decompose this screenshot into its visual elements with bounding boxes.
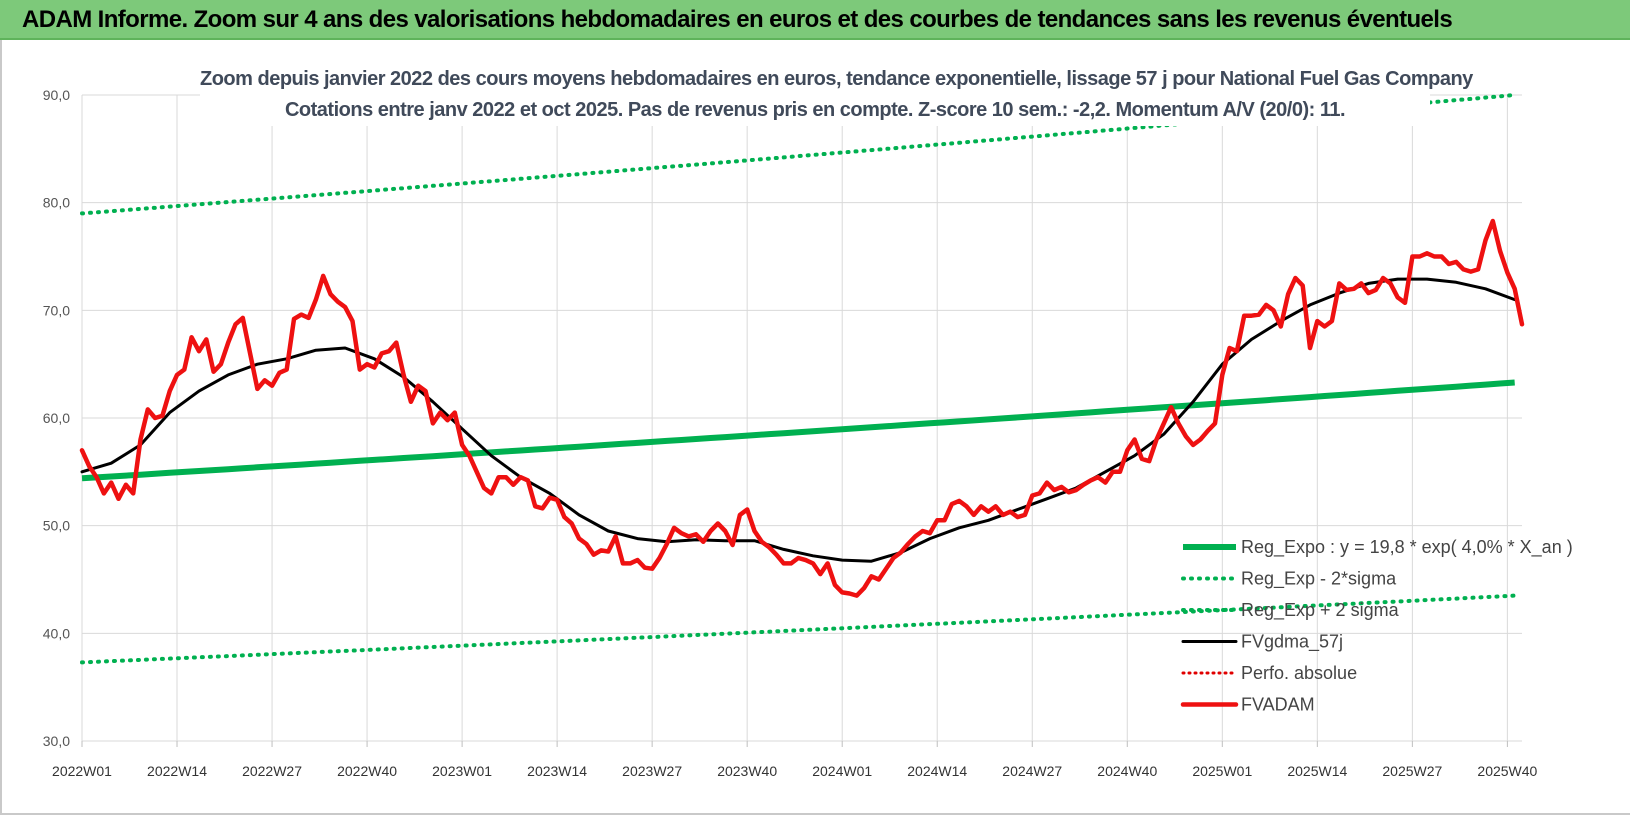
legend-label: Reg_Exp + 2 sigma: [1241, 600, 1400, 621]
x-tick-label: 2024W01: [812, 763, 872, 779]
chart-frame: [0, 40, 1630, 815]
y-tick-label: 60,0: [43, 410, 70, 426]
x-axis-ticks: 2022W01 2022W14 2022W27 2022W40 2023W01 2023W…: [52, 763, 1538, 779]
x-tick-label: 2022W27: [242, 763, 302, 779]
legend-label: FVADAM: [1241, 695, 1315, 715]
page-title: ADAM Informe. Zoom sur 4 ans des valoris…: [22, 6, 1453, 33]
reg-exp-plus-2sigma-line: [80, 93, 1517, 216]
x-tick-label: 2025W14: [1287, 763, 1347, 779]
y-tick-label: 30,0: [43, 733, 70, 749]
x-tick-label: 2024W27: [1002, 763, 1062, 779]
x-tick-label: 2022W01: [52, 763, 112, 779]
header-bar: ADAM Informe. Zoom sur 4 ans des valoris…: [0, 0, 1630, 40]
y-tick-label: 80,0: [43, 195, 70, 211]
x-tick-label: 2024W40: [1097, 763, 1157, 779]
legend: Reg_Expo : y = 19,8 * exp( 4,0% * X_an )…: [1180, 537, 1573, 715]
reg-expo-line: [81, 379, 1515, 482]
x-tick-label: 2022W14: [147, 763, 207, 779]
title-background: [200, 62, 1430, 126]
y-axis-ticks: 30,0 40,0 50,0 60,0 70,0 80,0 90,0: [43, 87, 70, 749]
chart-title-line-2: Cotations entre janv 2022 et oct 2025. P…: [284, 99, 1346, 121]
chart-title-line-1: Zoom depuis janvier 2022 des cours moyen…: [200, 68, 1473, 90]
y-tick-label: 40,0: [43, 625, 70, 641]
reg-exp-minus-2sigma-line: [80, 593, 1517, 665]
series-lines: [79, 93, 1525, 665]
fvgdma-57j-line: [80, 277, 1517, 563]
x-tick-label: 2023W01: [432, 763, 492, 779]
x-tick-label: 2023W14: [527, 763, 587, 779]
x-tick-label: 2022W40: [337, 763, 397, 779]
legend-label: FVgdma_57j: [1241, 632, 1343, 653]
x-tick-label: 2025W40: [1477, 763, 1537, 779]
fvadam-line: [79, 218, 1525, 598]
x-tick-label: 2025W27: [1382, 763, 1442, 779]
y-tick-label: 70,0: [43, 302, 70, 318]
legend-label: Reg_Exp - 2*sigma: [1241, 569, 1397, 590]
x-tick-label: 2023W27: [622, 763, 682, 779]
y-tick-label: 50,0: [43, 518, 70, 534]
x-tick-label: 2023W40: [717, 763, 777, 779]
x-tick-label: 2024W14: [907, 763, 967, 779]
legend-label: Perfo. absolue: [1241, 663, 1357, 683]
legend-label: Reg_Expo : y = 19,8 * exp( 4,0% * X_an ): [1241, 537, 1573, 558]
x-tick-label: 2025W01: [1192, 763, 1252, 779]
y-tick-label: 90,0: [43, 87, 70, 103]
